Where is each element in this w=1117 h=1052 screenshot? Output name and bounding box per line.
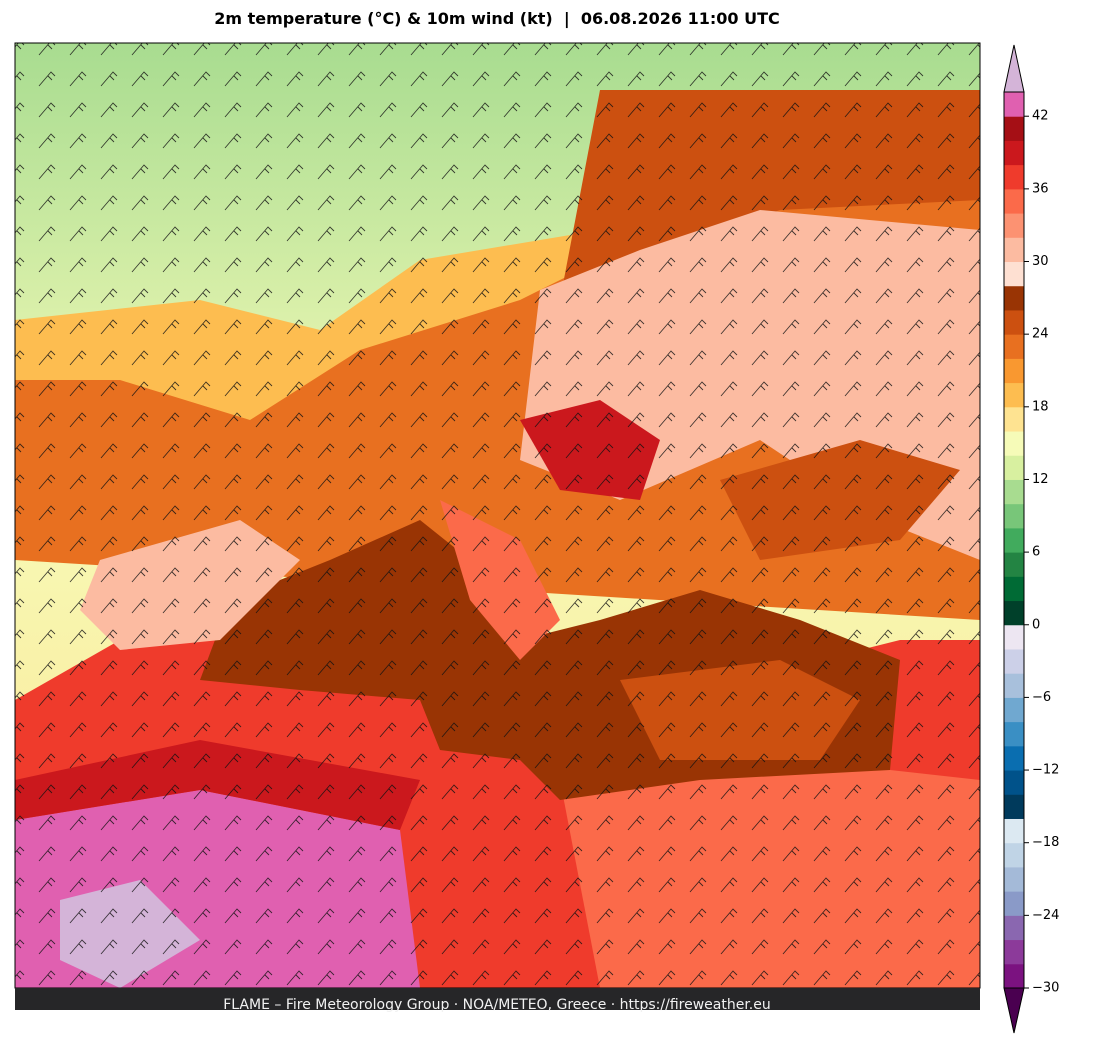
colorbar-band [1004, 479, 1024, 505]
colorbar-tick-label: 30 [1032, 254, 1049, 269]
colorbar-tick-label: 6 [1032, 545, 1040, 560]
colorbar-band [1004, 600, 1024, 626]
colorbar-tick-label: 0 [1032, 617, 1040, 632]
colorbar-band [1004, 140, 1024, 166]
colorbar-band [1004, 576, 1024, 602]
colorbar-band [1004, 285, 1024, 311]
colorbar-band [1004, 309, 1024, 335]
colorbar-tick-label: 12 [1032, 472, 1049, 487]
colorbar-band [1004, 237, 1024, 263]
colorbar-band [1004, 164, 1024, 190]
footer-band [15, 988, 980, 1010]
colorbar-band [1004, 891, 1024, 916]
colorbar-under [1003, 987, 1025, 1034]
colorbar-tick-label: −18 [1032, 835, 1059, 850]
colorbar-band [1004, 406, 1024, 432]
colorbar-band [1004, 939, 1024, 965]
map-title: 2m temperature (°C) & 10m wind (kt) | 06… [214, 9, 780, 29]
colorbar-band [1004, 963, 1024, 989]
colorbar-tick-label: 36 [1032, 181, 1049, 196]
colorbar-band [1004, 842, 1024, 868]
colorbar-band [1004, 116, 1024, 141]
colorbar-band [1004, 721, 1024, 747]
colorbar-band [1004, 188, 1024, 214]
colorbar-band [1004, 382, 1024, 408]
colorbar-band [1004, 552, 1024, 577]
colorbar-band [1004, 358, 1024, 384]
colorbar-band [1004, 866, 1024, 892]
colorbar-band [1004, 818, 1024, 844]
colorbar-tick-label: 24 [1032, 327, 1049, 342]
colorbar-band [1004, 745, 1024, 771]
colorbar-over [1003, 44, 1025, 93]
colorbar-frame [1003, 91, 1025, 989]
colorbar-band [1004, 915, 1024, 941]
colorbar-band [1004, 648, 1024, 674]
colorbar-tick-label: −24 [1032, 908, 1059, 923]
colorbar-band [1004, 794, 1024, 819]
colorbar-band [1004, 334, 1024, 359]
colorbar-band [1004, 697, 1024, 723]
colorbar-band [1004, 261, 1024, 287]
colorbar-tick-label: −6 [1032, 690, 1051, 705]
temperature-map [15, 43, 980, 988]
colorbar-tick-label: −12 [1032, 763, 1059, 778]
colorbar-tick-label: 42 [1032, 109, 1049, 124]
colorbar-band [1004, 213, 1024, 238]
colorbar-tick-label: −30 [1032, 981, 1059, 996]
colorbar-band [1004, 455, 1024, 480]
colorbar-band [1004, 431, 1024, 456]
colorbar-band [1004, 770, 1024, 795]
colorbar-band [1004, 92, 1024, 117]
footer-credit: FLAME – Fire Meteorology Group · NOA/MET… [223, 997, 771, 1013]
colorbar-band [1004, 503, 1024, 529]
colorbar-band [1004, 624, 1024, 650]
colorbar-band [1004, 673, 1024, 698]
colorbar-tick-label: 18 [1032, 399, 1049, 414]
colorbar: −30 −24 −18 −12 −6 0 6 12 18 24 30 36 42 [1003, 44, 1059, 1034]
colorbar-band [1004, 527, 1024, 553]
